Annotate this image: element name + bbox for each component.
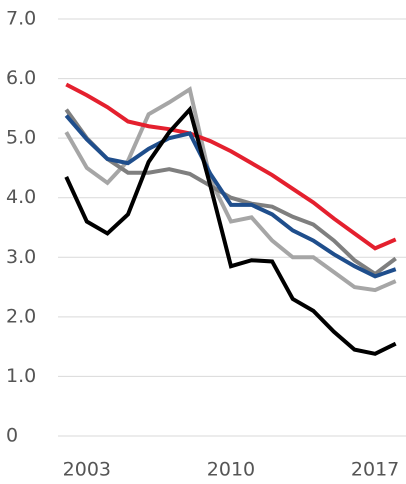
- line-series: [65, 82, 397, 251]
- x-tick-label: 2003: [63, 459, 111, 481]
- line-series: [64, 105, 397, 356]
- x-tick-label: 2010: [207, 459, 255, 481]
- y-tick-label: 4.0: [6, 186, 36, 208]
- line-series: [64, 108, 397, 277]
- y-tick-label: 0: [6, 425, 18, 447]
- y-tick-label: 2.0: [6, 305, 36, 327]
- y-tick-label: 7.0: [6, 8, 36, 30]
- y-tick-label: 6.0: [6, 67, 36, 89]
- y-tick-label: 1.0: [6, 365, 36, 387]
- y-tick-label: 5.0: [6, 127, 36, 149]
- y-tick-label: 3.0: [6, 246, 36, 268]
- x-tick-label: 2017: [351, 459, 399, 481]
- line-series: [64, 114, 397, 279]
